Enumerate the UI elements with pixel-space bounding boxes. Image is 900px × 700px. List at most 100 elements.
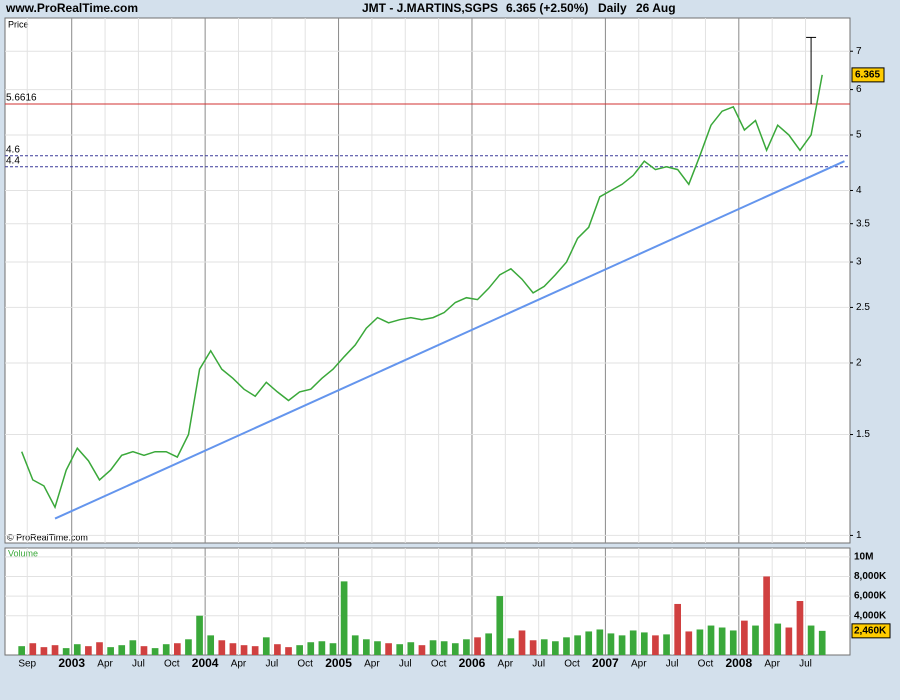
- x-tick-label: 2004: [192, 656, 219, 670]
- x-tick-label: 2005: [325, 656, 352, 670]
- volume-bar: [774, 623, 782, 655]
- volume-bar: [85, 646, 92, 655]
- volume-bar: [752, 625, 759, 655]
- y-tick-label: 4,000K: [854, 610, 887, 621]
- x-tick-label: Sep: [18, 659, 36, 670]
- volume-bar: [696, 629, 704, 655]
- x-tick-label: Jul: [666, 659, 679, 670]
- level-label: 4.6: [6, 144, 20, 155]
- volume-bar: [229, 643, 237, 655]
- last-value-label: 2,460K: [854, 625, 887, 636]
- volume-bar: [652, 635, 659, 655]
- volume-bar: [607, 633, 615, 655]
- volume-bar: [385, 643, 392, 655]
- volume-bar: [218, 640, 226, 655]
- x-tick-label: 2007: [592, 656, 619, 670]
- volume-bar: [563, 637, 570, 655]
- x-tick-label: Oct: [431, 659, 447, 670]
- volume-bar: [162, 644, 170, 655]
- volume-bar: [663, 634, 670, 655]
- volume-bar: [51, 645, 59, 655]
- last-value-box: [851, 67, 885, 83]
- y-tick-label: 6,000K: [854, 591, 887, 602]
- x-tick-label: Oct: [698, 659, 714, 670]
- copyright: © ProRealTime.com: [7, 532, 88, 542]
- volume-bar: [407, 642, 415, 655]
- volume-bar: [518, 630, 526, 655]
- volume-bar: [496, 596, 504, 655]
- x-tick-label: Apr: [231, 659, 247, 670]
- x-tick-label: Apr: [764, 659, 780, 670]
- volume-bar: [296, 645, 303, 655]
- volume-bar: [418, 645, 426, 655]
- period: Daily: [598, 1, 627, 15]
- trendline: [54, 160, 845, 520]
- volume-bar: [785, 627, 793, 655]
- volume-bar: [274, 644, 281, 655]
- price-panel: [4, 17, 851, 544]
- level-label: 4.4: [6, 155, 20, 166]
- volume-bar: [140, 646, 148, 655]
- y-tick-label: 6: [856, 84, 862, 95]
- volume-bar: [474, 637, 481, 655]
- x-tick-label: Oct: [164, 659, 180, 670]
- volume-bar: [552, 641, 559, 655]
- y-tick-label: 4: [856, 185, 862, 196]
- y-tick-label: 2: [856, 358, 862, 369]
- volume-bar: [174, 643, 181, 655]
- volume-bar: [240, 645, 248, 655]
- volume-bar: [151, 648, 159, 655]
- volume-bar: [707, 625, 715, 655]
- volume-bar: [818, 630, 826, 655]
- x-tick-label: 2003: [58, 656, 85, 670]
- last-value-label: 6.365: [855, 70, 880, 81]
- volume-bar: [618, 635, 626, 655]
- volume-bar: [729, 630, 737, 655]
- panel-label: Volume: [8, 548, 38, 558]
- quote: 6.365 (+2.50%): [506, 1, 588, 15]
- y-tick-label: 3.5: [856, 218, 870, 229]
- volume-bar: [685, 631, 693, 655]
- x-tick-label: Apr: [498, 659, 514, 670]
- volume-bar: [318, 641, 326, 655]
- volume-bar: [429, 640, 437, 655]
- y-tick-label: 1.5: [856, 429, 870, 440]
- volume-bar: [118, 645, 126, 655]
- volume-bar: [674, 603, 681, 655]
- volume-bar: [396, 644, 404, 655]
- volume-bar: [718, 627, 726, 655]
- volume-bar: [463, 639, 470, 655]
- volume-bar: [262, 637, 270, 655]
- x-tick-label: Apr: [631, 659, 647, 670]
- x-tick-label: Apr: [364, 659, 380, 670]
- x-tick-label: Jul: [399, 659, 412, 670]
- x-tick-label: Jul: [799, 659, 812, 670]
- volume-bar: [185, 639, 192, 655]
- volume-bar: [40, 647, 48, 655]
- y-tick-label: 7: [856, 46, 862, 57]
- x-tick-label: Oct: [564, 659, 580, 670]
- volume-bar: [507, 638, 515, 655]
- volume-bar: [207, 635, 215, 655]
- volume-bar: [329, 643, 337, 655]
- volume-bar: [62, 648, 70, 655]
- site[interactable]: www.ProRealTime.com: [5, 1, 138, 15]
- volume-bar: [285, 647, 292, 655]
- instrument: JMT - J.MARTINS,SGPS: [362, 1, 498, 15]
- volume-bar: [529, 640, 537, 655]
- volume-bar: [596, 629, 604, 655]
- volume-bar: [807, 625, 815, 655]
- y-tick-label: 10M: [854, 551, 873, 562]
- volume-bar: [640, 632, 648, 655]
- volume-bar: [574, 635, 581, 655]
- volume-bar: [307, 642, 315, 655]
- volume-bar: [796, 601, 804, 655]
- volume-bar: [440, 641, 448, 655]
- volume-bar: [629, 630, 637, 655]
- volume-bar: [251, 646, 259, 655]
- volume-bar: [96, 642, 103, 655]
- volume-bar: [741, 620, 748, 655]
- x-tick-label: Jul: [265, 659, 278, 670]
